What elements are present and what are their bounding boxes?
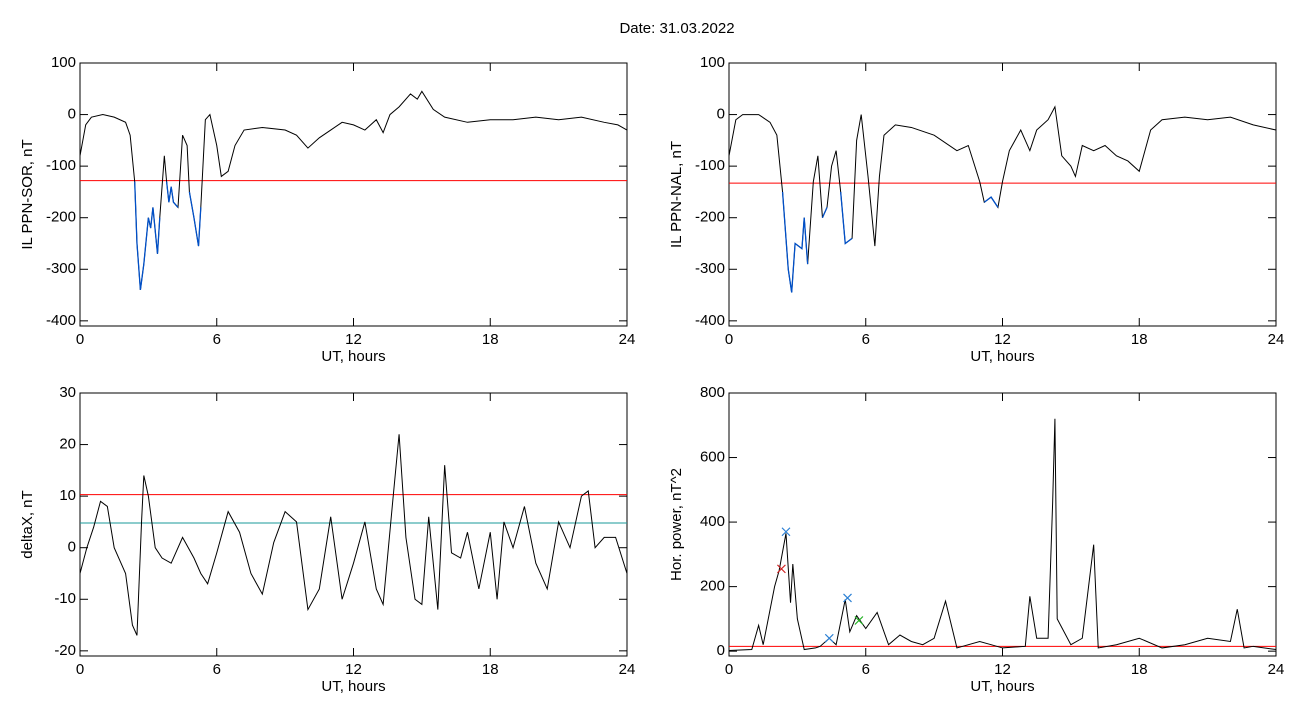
below-threshold-line [781, 191, 809, 293]
marker [824, 633, 834, 643]
y-tick-label: -100 [46, 157, 76, 174]
x-tick-label: 18 [482, 331, 499, 348]
marker [854, 616, 864, 625]
y-tick-label: -400 [695, 312, 725, 329]
y-tick-label: -200 [46, 209, 76, 226]
x-tick-label: 24 [1268, 331, 1285, 348]
y-tick-label: -20 [54, 642, 76, 659]
marker [843, 593, 852, 603]
below-threshold-line [165, 181, 179, 208]
x-tick-label: 0 [76, 331, 84, 348]
x-tick-label: 24 [619, 331, 636, 348]
x-tick-label: 12 [345, 661, 362, 678]
y-axis-label: Hor. power, nT^2 [668, 468, 685, 581]
x-axis-label: UT, hours [321, 678, 385, 695]
y-tick-label: 100 [700, 54, 725, 71]
x-tick-label: 6 [213, 661, 221, 678]
x-tick-label: 0 [76, 661, 84, 678]
x-tick-label: 6 [862, 331, 870, 348]
y-tick-label: 20 [59, 436, 76, 453]
x-tick-label: 12 [994, 331, 1011, 348]
marker [781, 527, 791, 537]
y-tick-label: 800 [700, 384, 725, 401]
y-tick-label: -10 [54, 590, 76, 607]
y-tick-label: 100 [51, 54, 76, 71]
y-tick-label: 0 [68, 106, 76, 123]
y-tick-label: 600 [700, 449, 725, 466]
x-tick-label: 0 [725, 661, 733, 678]
x-tick-label: 12 [345, 331, 362, 348]
data-line [728, 418, 1277, 652]
chart-title: Date: 31.03.2022 [619, 20, 734, 37]
y-tick-label: -100 [695, 157, 725, 174]
below-threshold-line [821, 207, 828, 218]
x-tick-label: 18 [482, 661, 499, 678]
y-tick-label: 0 [717, 642, 725, 659]
x-axis-label: UT, hours [970, 678, 1034, 695]
data-line [79, 434, 628, 636]
y-axis-label: IL PPN-SOR, nT [19, 139, 36, 249]
y-tick-label: 0 [717, 106, 725, 123]
x-tick-label: 24 [1268, 661, 1285, 678]
y-tick-label: 200 [700, 578, 725, 595]
below-threshold-line [134, 181, 161, 290]
x-tick-label: 6 [213, 331, 221, 348]
below-threshold-line [188, 191, 202, 247]
x-tick-label: 18 [1131, 661, 1148, 678]
y-tick-label: 400 [700, 513, 725, 530]
y-axis-label: deltaX, nT [19, 490, 36, 558]
below-threshold-line [983, 196, 999, 208]
x-tick-label: 6 [862, 661, 870, 678]
marker [776, 564, 786, 574]
y-tick-label: -400 [46, 312, 76, 329]
y-tick-label: 30 [59, 384, 76, 401]
y-tick-label: -300 [695, 260, 725, 277]
below-threshold-line [840, 191, 853, 245]
y-tick-label: 10 [59, 487, 76, 504]
x-tick-label: 12 [994, 661, 1011, 678]
x-tick-label: 0 [725, 331, 733, 348]
y-tick-label: 0 [68, 539, 76, 556]
x-axis-label: UT, hours [970, 348, 1034, 365]
x-axis-label: UT, hours [321, 348, 385, 365]
y-tick-label: -200 [695, 209, 725, 226]
x-tick-label: 18 [1131, 331, 1148, 348]
y-axis-label: IL PPN-NAL, nT [668, 141, 685, 248]
x-tick-label: 24 [619, 661, 636, 678]
y-tick-label: -300 [46, 260, 76, 277]
